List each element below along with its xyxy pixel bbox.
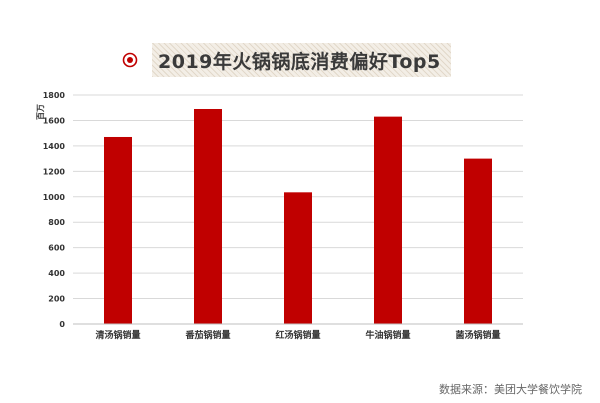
bar [104,136,132,324]
y-tick-label: 1400 [43,142,66,151]
bar [284,192,312,324]
bar [464,158,492,324]
y-tick-label: 200 [48,295,65,304]
chart-title: 2019年火锅锅底消费偏好Top5 [158,50,441,73]
y-tick-label: 1600 [43,116,66,125]
y-tick-label: 400 [48,269,65,278]
bar [374,116,402,324]
y-tick-label: 800 [48,218,65,227]
bar [194,108,222,324]
x-tick-label: 牛油锅销量 [365,329,410,341]
x-tick-label: 菌汤锅销量 [455,329,500,341]
y-tick-label: 1200 [43,167,66,176]
y-tick-label: 600 [48,244,65,253]
data-source: 数据来源：美团大学餐饮学院 [439,383,582,396]
chart-title-area: 2019年火锅锅底消费偏好Top5 [122,43,451,77]
y-tick-label: 1000 [43,193,66,202]
chart-title-box: 2019年火锅锅底消费偏好Top5 [152,43,451,77]
x-tick-label: 红汤锅销量 [275,329,320,341]
y-axis-label: 百万 [36,104,45,120]
y-tick-label: 1800 [43,91,66,100]
x-tick-label: 清汤锅销量 [95,329,140,341]
y-tick-label: 0 [59,320,65,329]
target-circle-icon [122,52,138,68]
x-tick-label: 番茄锅销量 [184,329,230,341]
